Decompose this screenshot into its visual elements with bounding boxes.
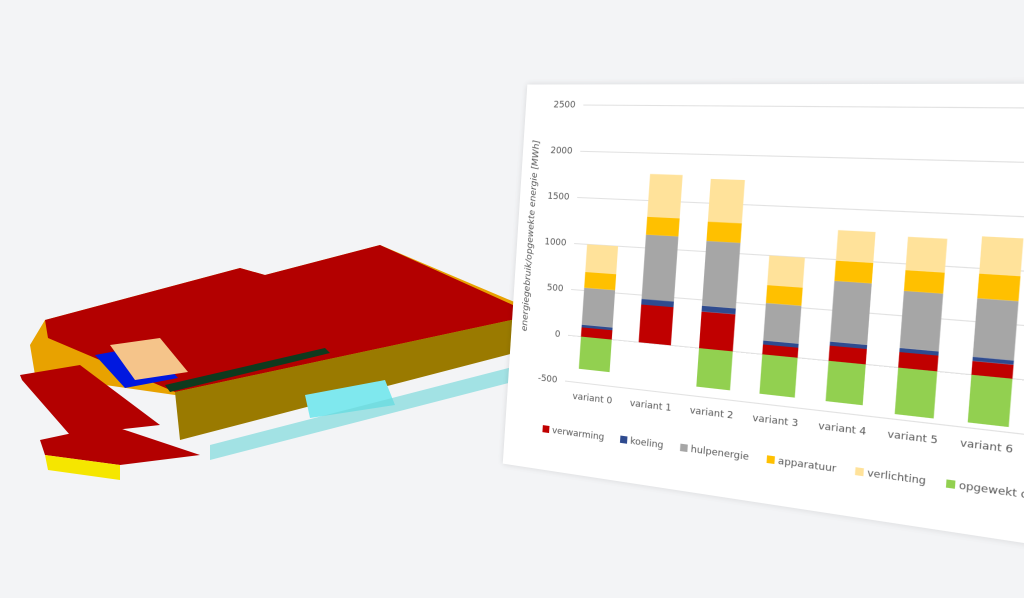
bar-segment [973, 298, 1019, 360]
y-tick-label: 500 [547, 283, 564, 295]
bar-segment [766, 285, 803, 306]
legend-label: hulpenergie [690, 444, 749, 463]
bar-segment [977, 274, 1020, 301]
bar-segment [699, 311, 735, 351]
legend-swatch [767, 455, 775, 464]
bar-segment [906, 237, 948, 273]
bar-segment [759, 354, 797, 397]
y-axis-title: energiegebruik/opgewekte energie [MWh] [520, 140, 542, 332]
bar-segment [646, 217, 680, 237]
bar-segment [582, 288, 615, 328]
building-model [0, 0, 520, 500]
x-tick-label: variant 0 [572, 392, 612, 407]
legend-label: opgewekt door PV [958, 480, 1024, 507]
x-tick-label: variant 1 [629, 398, 671, 414]
bar-segment [696, 348, 732, 390]
legend-swatch [855, 467, 864, 476]
grid-line [577, 197, 1024, 217]
bar-segment [830, 281, 872, 345]
chart: energiegebruik/opgewekte energie [MWh] -… [503, 84, 1024, 545]
y-tick-label: 2000 [550, 146, 573, 157]
bar-segment [708, 179, 745, 223]
bar-segment [968, 375, 1013, 427]
bar-segment [904, 270, 945, 294]
x-tick-label: variant 3 [752, 413, 798, 430]
x-tick-label: variant 6 [960, 438, 1014, 457]
bar-segment [585, 244, 618, 274]
bar-segment [767, 255, 805, 287]
legend-label: koeling [630, 436, 664, 451]
legend-label: verlichting [867, 468, 927, 488]
legend-swatch [620, 436, 628, 444]
bar-segment [763, 303, 801, 344]
bar-segment [900, 291, 944, 352]
bar-segment [895, 368, 938, 419]
y-tick-label: 1000 [544, 237, 567, 249]
bar-segment [639, 305, 674, 346]
bar-segment [826, 361, 866, 405]
bar-segment [702, 241, 740, 309]
bar-segment [584, 272, 616, 290]
grid-line [580, 151, 1024, 163]
x-tick-label: variant 5 [887, 429, 938, 447]
legend-swatch [542, 425, 549, 433]
chart-panel: energiegebruik/opgewekte energie [MWh] -… [503, 84, 1024, 545]
bar-segment [642, 235, 679, 302]
bar-segment [706, 222, 741, 243]
bar-segment [836, 230, 876, 263]
bar-segment [834, 261, 873, 284]
legend-label: verwarming [552, 426, 605, 444]
y-tick-label: -500 [538, 373, 558, 386]
bar-segment [579, 337, 612, 373]
legend-swatch [680, 444, 688, 452]
x-tick-label: variant 2 [689, 406, 733, 422]
y-tick-label: 2500 [553, 100, 576, 111]
y-tick-label: 1500 [547, 191, 570, 202]
y-tick-label: 0 [554, 329, 560, 340]
bar-segment [979, 236, 1023, 276]
x-tick-label: variant 4 [818, 421, 867, 439]
bar-segment [647, 174, 682, 218]
legend-label: apparatuur [778, 456, 837, 475]
grid-line [583, 105, 1024, 108]
legend-swatch [946, 479, 956, 488]
